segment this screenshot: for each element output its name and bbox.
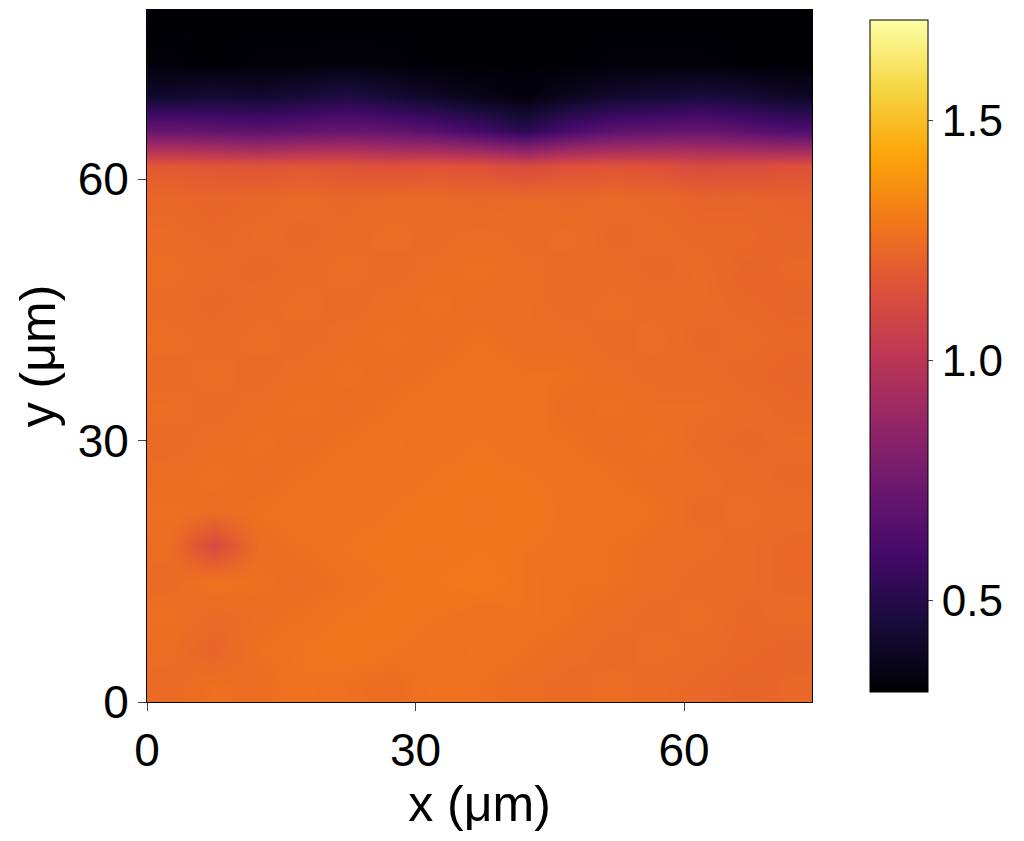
svg-text:x (μm): x (μm) xyxy=(408,776,551,832)
svg-text:30: 30 xyxy=(78,415,129,467)
svg-text:60: 60 xyxy=(78,153,129,205)
svg-text:30: 30 xyxy=(390,724,441,776)
svg-text:0: 0 xyxy=(134,724,160,776)
svg-text:y (μm): y (μm) xyxy=(10,285,66,428)
svg-text:0.5: 0.5 xyxy=(942,576,1003,625)
svg-text:1.0: 1.0 xyxy=(942,336,1003,385)
svg-text:60: 60 xyxy=(658,724,709,776)
svg-text:0: 0 xyxy=(103,676,129,728)
svg-text:1.5: 1.5 xyxy=(942,96,1003,145)
